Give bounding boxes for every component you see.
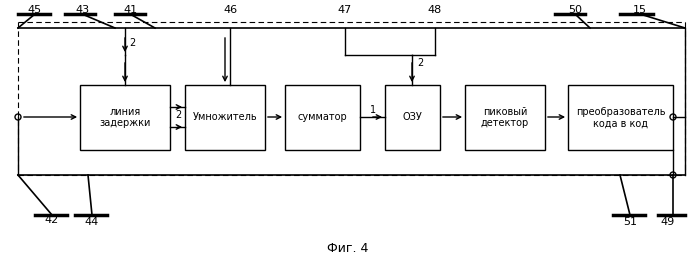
Text: 2: 2: [129, 38, 135, 48]
Text: 44: 44: [85, 217, 99, 227]
Bar: [568, 85, 673, 150]
Text: 50: 50: [568, 5, 582, 15]
Text: 1: 1: [370, 105, 376, 115]
Bar: [185, 85, 265, 150]
Text: пиковый
детектор: пиковый детектор: [481, 107, 529, 128]
Text: 42: 42: [45, 215, 59, 225]
Text: 15: 15: [633, 5, 647, 15]
Text: Фиг. 4: Фиг. 4: [328, 242, 369, 255]
Text: 51: 51: [623, 217, 637, 227]
Text: 41: 41: [123, 5, 137, 15]
Text: Умножитель: Умножитель: [192, 113, 257, 123]
Text: линия
задержки: линия задержки: [99, 107, 151, 128]
Text: 47: 47: [338, 5, 352, 15]
Text: 2: 2: [175, 110, 181, 120]
Text: 43: 43: [75, 5, 89, 15]
Text: 49: 49: [661, 217, 675, 227]
Text: сумматор: сумматор: [298, 113, 347, 123]
Bar: [385, 85, 440, 150]
Text: 46: 46: [223, 5, 237, 15]
Text: ОЗУ: ОЗУ: [403, 113, 422, 123]
Text: 48: 48: [428, 5, 442, 15]
Text: преобразователь
кода в код: преобразователь кода в код: [576, 107, 665, 128]
Bar: [465, 85, 545, 150]
Bar: [285, 85, 360, 150]
Bar: [80, 85, 170, 150]
Text: 45: 45: [28, 5, 42, 15]
Text: 2: 2: [417, 58, 423, 68]
